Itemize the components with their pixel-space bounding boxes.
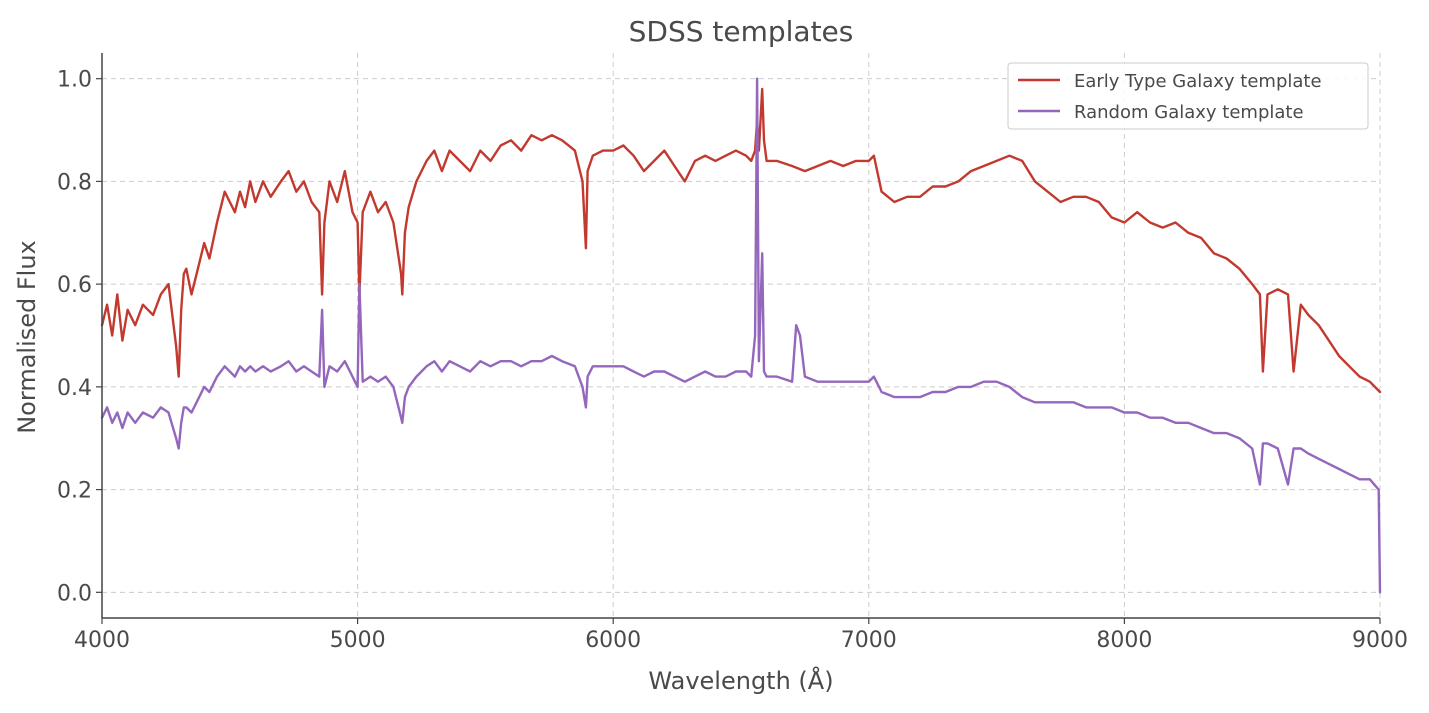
series-line-1 <box>100 77 1382 594</box>
x-tick-label: 6000 <box>585 628 641 653</box>
y-tick-label: 0.4 <box>57 376 92 401</box>
y-tick-label: 1.0 <box>57 68 92 93</box>
x-tick-label: 9000 <box>1352 628 1408 653</box>
axes <box>101 53 1380 619</box>
y-tick-label: 0.0 <box>57 581 92 606</box>
y-tick-label: 0.8 <box>57 170 92 195</box>
series-line-0 <box>100 87 1382 394</box>
y-axis-title: Normalised Flux <box>13 240 41 434</box>
x-tick-label: 5000 <box>330 628 386 653</box>
chart-title: SDSS templates <box>629 15 854 48</box>
x-axis-title: Wavelength (Å) <box>648 666 833 695</box>
x-tick-label: 4000 <box>74 628 130 653</box>
legend-label-early-type: Early Type Galaxy template <box>1074 71 1322 92</box>
ticks: 4000 5000 6000 7000 8000 9000 0.0 0.2 0.4 0.6 0.8 1… <box>57 68 1408 653</box>
legend-box <box>1007 62 1369 130</box>
x-tick-label: 7000 <box>841 628 897 653</box>
y-tick-label: 0.6 <box>57 273 92 298</box>
legend: Early Type Galaxy template Random Galaxy… <box>1007 62 1369 130</box>
legend-label-random: Random Galaxy template <box>1074 102 1304 123</box>
x-tick-label: 8000 <box>1096 628 1152 653</box>
grid <box>101 53 1381 618</box>
y-tick-label: 0.2 <box>57 479 92 504</box>
plot-series <box>100 77 1382 594</box>
